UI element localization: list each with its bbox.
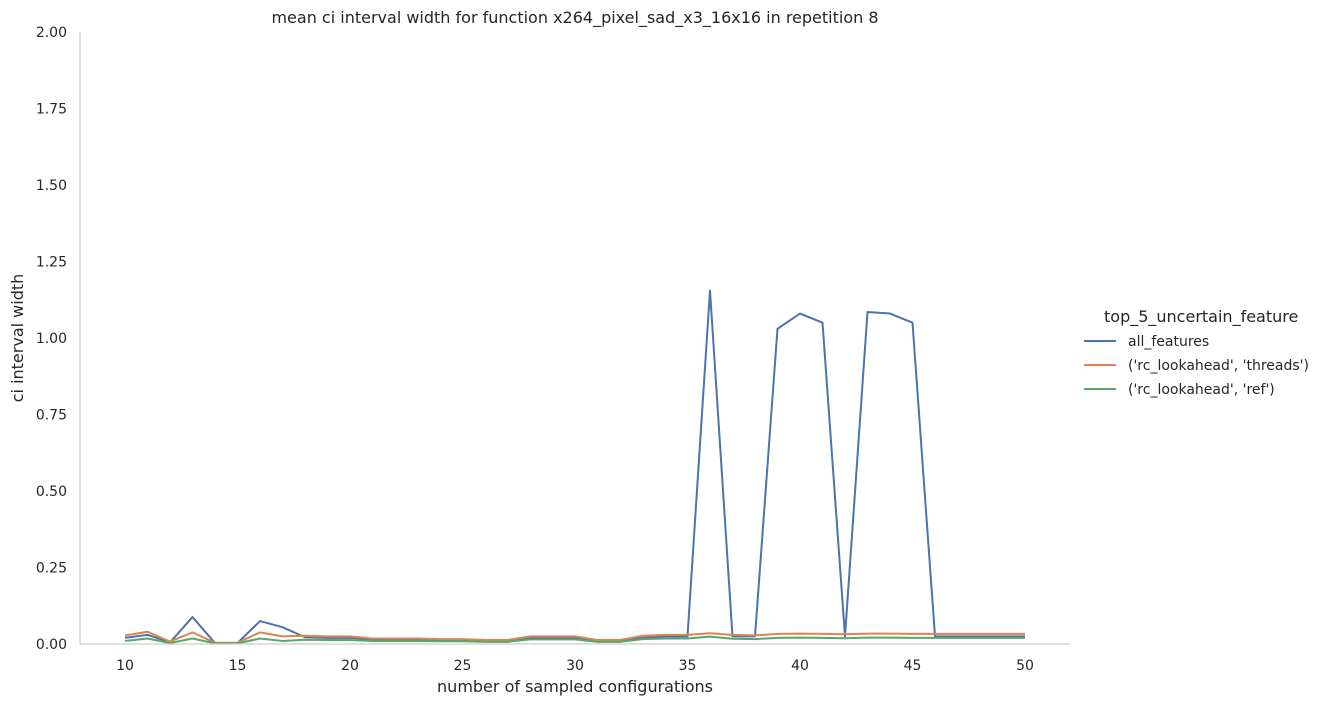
y-tick-label: 1.50 [36, 178, 67, 194]
y-axis-label: ci interval width [8, 274, 27, 403]
y-tick-label: 0.50 [36, 484, 67, 500]
series-line-1 [124, 630, 1025, 644]
legend-label-2: ('rc_lookahead', 'ref') [1128, 382, 1275, 398]
y-tick-label: 1.75 [36, 102, 67, 118]
chart-title: mean ci interval width for function x264… [271, 8, 878, 28]
x-tick-label: 40 [791, 658, 809, 674]
x-axis-label: number of sampled configurations [437, 677, 713, 696]
x-tick-label: 35 [679, 658, 697, 674]
x-axis-ticks: 10 15 20 25 30 35 40 45 50 [116, 658, 1034, 674]
y-tick-label: 0.75 [36, 408, 67, 424]
y-tick-label: 0.00 [36, 637, 67, 653]
y-tick-label: 1.25 [36, 255, 67, 271]
y-tick-label: 2.00 [36, 25, 67, 41]
plot-area [124, 289, 1025, 645]
legend-label-1: ('rc_lookahead', 'threads') [1128, 358, 1309, 374]
legend-label-0: all_features [1128, 334, 1209, 350]
legend: top_5_uncertain_feature all_features ('rc… [1084, 307, 1309, 398]
y-tick-label: 1.00 [36, 331, 67, 347]
x-tick-label: 45 [904, 658, 922, 674]
x-tick-label: 30 [566, 658, 584, 674]
x-tick-label: 10 [116, 658, 134, 674]
x-tick-label: 25 [454, 658, 472, 674]
legend-title: top_5_uncertain_feature [1104, 307, 1298, 327]
y-tick-label: 0.25 [36, 561, 67, 577]
series-line-2 [124, 635, 1025, 645]
x-tick-label: 20 [341, 658, 359, 674]
y-axis-ticks: 0.00 0.25 0.50 0.75 1.00 1.25 1.50 1.75 2.00 [36, 25, 67, 653]
x-tick-label: 50 [1016, 658, 1034, 674]
series-line-0 [124, 289, 1025, 645]
x-tick-label: 15 [229, 658, 247, 674]
